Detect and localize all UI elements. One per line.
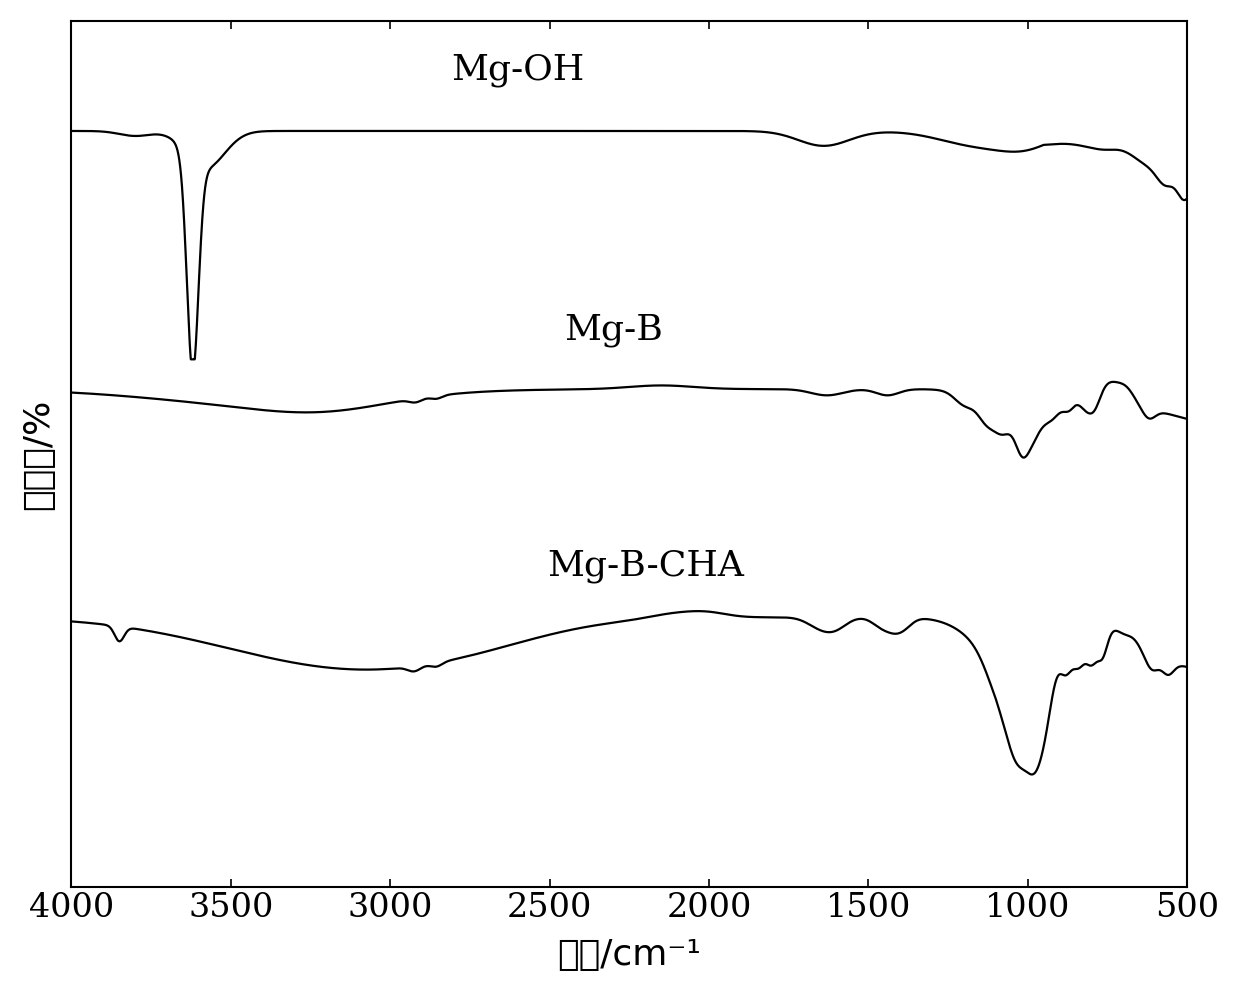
Y-axis label: 透射率/%: 透射率/% (21, 398, 55, 509)
Text: Mg-OH: Mg-OH (451, 53, 584, 87)
Text: Mg-B-CHA: Mg-B-CHA (547, 549, 744, 583)
X-axis label: 波数/cm⁻¹: 波数/cm⁻¹ (557, 938, 702, 972)
Text: Mg-B: Mg-B (564, 313, 663, 348)
